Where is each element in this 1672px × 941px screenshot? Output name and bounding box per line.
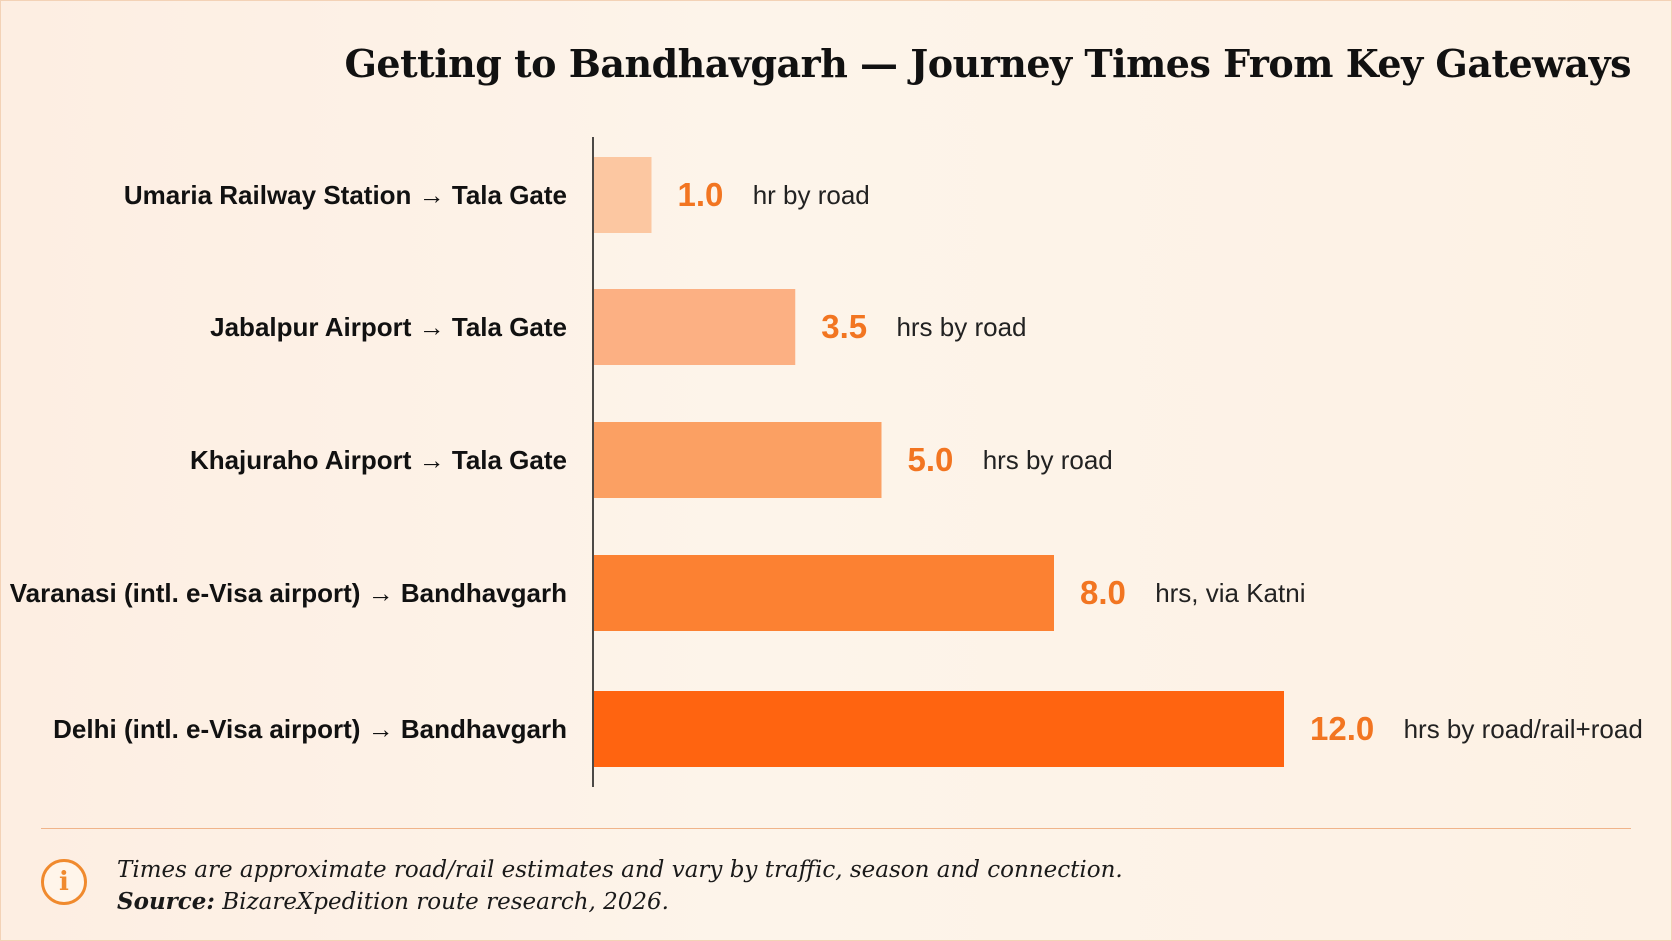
bar [594,422,882,498]
annotation-label: hrs by road [896,312,1026,342]
annotation-label: hr by road [753,180,870,210]
bar-chart: Umaria Railway Station → Tala Gate 1.0 hr … [10,137,1643,787]
value-label: 5.0 [908,441,954,478]
value-label: 8.0 [1080,574,1126,611]
category-label: Delhi (intl. e-Visa airport) → Bandhavga… [53,714,567,744]
source-label: Source: [117,888,215,915]
bar [594,691,1284,767]
chart-title: Getting to Bandhavgarh — Journey Times F… [344,41,1631,86]
category-label: Varanasi (intl. e-Visa airport) → Bandha… [10,578,567,608]
bar [594,555,1054,631]
bar [594,157,652,233]
category-label: Jabalpur Airport → Tala Gate [210,312,567,342]
footnote-note: Times are approximate road/rail estimate… [117,857,1123,883]
annotation-label: hrs by road/rail+road [1404,714,1643,744]
footnote-source: Source: BizareXpedition route research, … [117,886,1123,918]
value-label: 1.0 [678,176,724,213]
info-icon: i [41,859,87,905]
footer-divider [41,828,1631,829]
category-label: Khajuraho Airport → Tala Gate [190,445,567,475]
category-label: Umaria Railway Station → Tala Gate [124,180,567,210]
bar [594,289,796,365]
source-text: BizareXpedition route research, 2026. [214,889,669,915]
footnote: Times are approximate road/rail estimate… [117,854,1123,918]
value-label: 3.5 [821,308,867,345]
annotation-label: hrs by road [983,445,1113,475]
annotation-label: hrs, via Katni [1155,578,1305,608]
value-label: 12.0 [1310,710,1374,747]
